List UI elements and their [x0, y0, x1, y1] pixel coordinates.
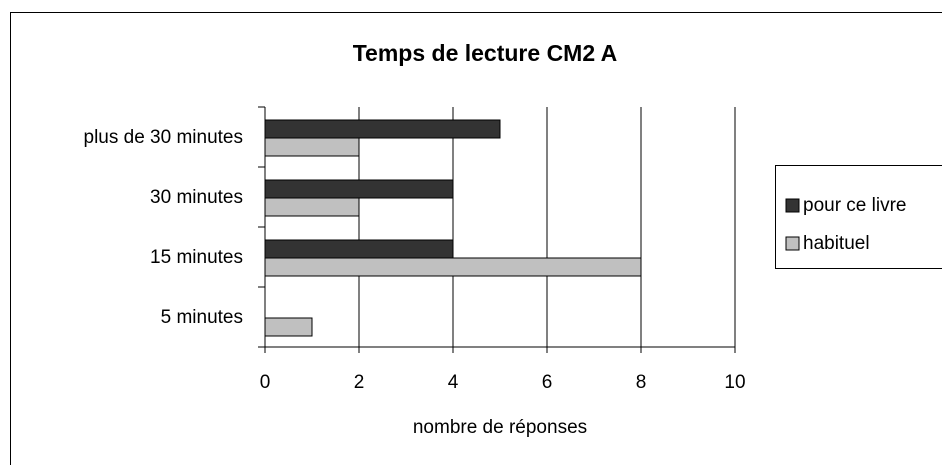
x-tick-label: 10 [724, 372, 745, 393]
x-axis-title: nombre de réponses [413, 417, 587, 438]
bar [264, 239, 454, 259]
x-tick-label: 6 [542, 372, 553, 393]
bar [264, 197, 360, 217]
legend-swatch [785, 198, 800, 213]
legend-box [775, 165, 942, 269]
x-tick-label: 2 [354, 372, 365, 393]
y-tick-label: 15 minutes [150, 247, 243, 268]
chart-title: Temps de lecture CM2 A [353, 40, 618, 66]
y-tick-label: 30 minutes [150, 187, 243, 208]
y-tick-label: plus de 30 minutes [84, 127, 244, 148]
legend-swatch [785, 236, 800, 251]
y-tick-label: 5 minutes [161, 307, 243, 328]
bar [264, 119, 501, 139]
bar [264, 257, 642, 277]
bar [264, 179, 454, 199]
x-tick-label: 4 [448, 372, 459, 393]
legend-label: pour ce livre [803, 195, 907, 216]
x-tick-label: 8 [636, 372, 647, 393]
bar [264, 137, 360, 157]
legend-label: habituel [803, 233, 870, 254]
bar [264, 317, 313, 337]
x-tick-label: 0 [260, 372, 271, 393]
